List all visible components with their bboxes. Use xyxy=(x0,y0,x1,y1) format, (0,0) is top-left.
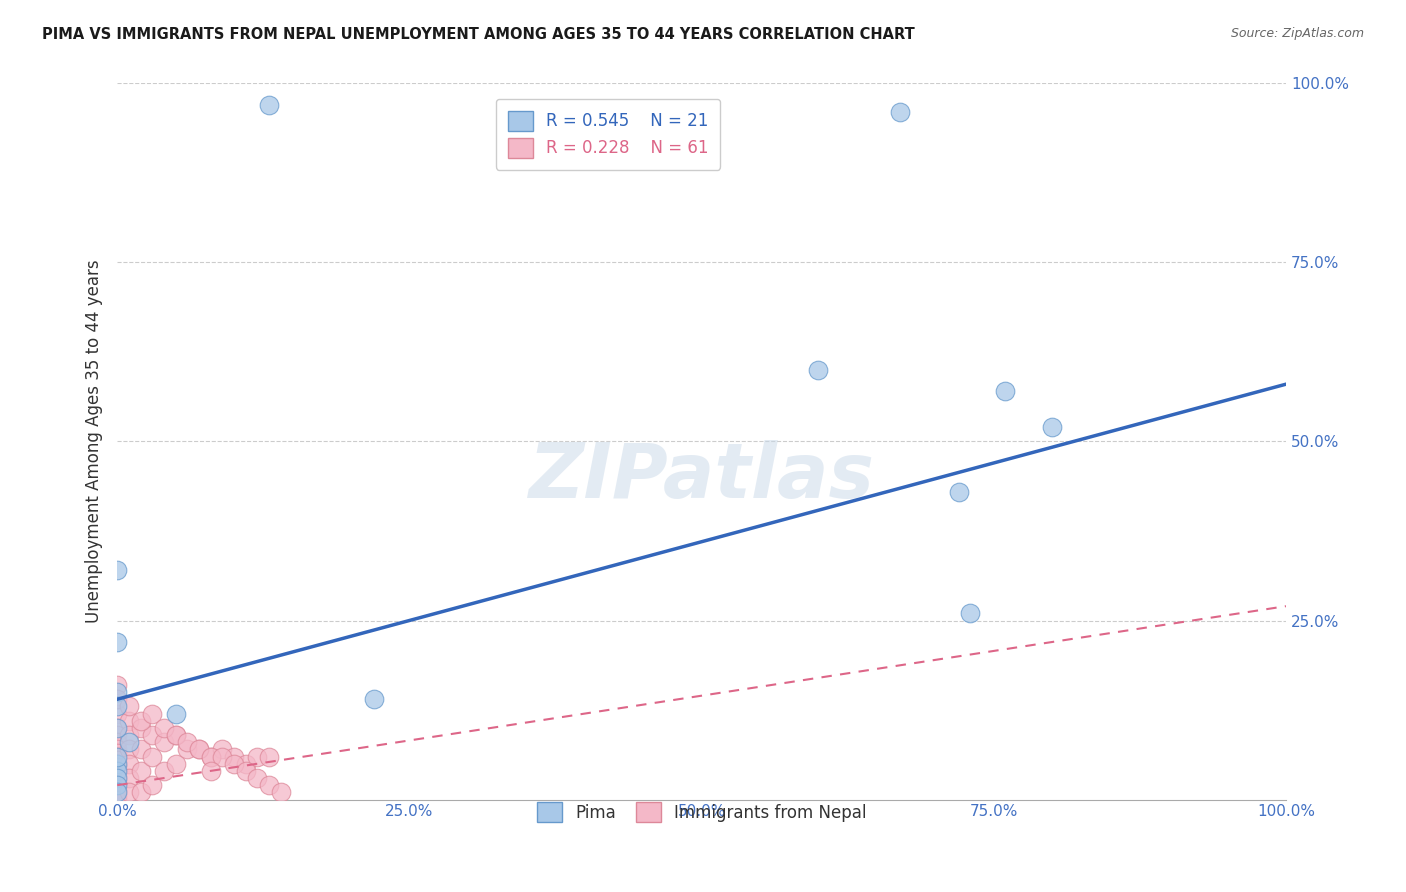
Point xyxy=(222,749,245,764)
Point xyxy=(141,749,163,764)
Point xyxy=(105,728,128,742)
Point xyxy=(105,789,128,803)
Point xyxy=(176,735,198,749)
Point xyxy=(165,728,187,742)
Point xyxy=(105,785,128,799)
Point xyxy=(270,785,292,799)
Point xyxy=(235,764,257,778)
Point xyxy=(257,778,280,792)
Point xyxy=(105,678,128,692)
Point xyxy=(994,384,1017,399)
Point xyxy=(200,764,222,778)
Point xyxy=(118,699,141,714)
Point xyxy=(105,771,128,785)
Point xyxy=(105,692,128,706)
Point xyxy=(105,771,128,785)
Point xyxy=(141,778,163,792)
Point xyxy=(105,767,128,781)
Point xyxy=(889,105,911,120)
Text: ZIPatlas: ZIPatlas xyxy=(529,441,875,515)
Point xyxy=(105,778,128,792)
Point xyxy=(176,742,198,756)
Point xyxy=(105,749,128,764)
Point xyxy=(807,363,830,377)
Point xyxy=(105,746,128,760)
Point xyxy=(959,607,981,621)
Point xyxy=(118,771,141,785)
Text: PIMA VS IMMIGRANTS FROM NEPAL UNEMPLOYMENT AMONG AGES 35 TO 44 YEARS CORRELATION: PIMA VS IMMIGRANTS FROM NEPAL UNEMPLOYME… xyxy=(42,27,915,42)
Point xyxy=(129,742,152,756)
Point xyxy=(1040,420,1063,434)
Point xyxy=(246,749,269,764)
Point xyxy=(257,749,280,764)
Point xyxy=(105,764,128,778)
Point xyxy=(105,785,128,799)
Text: Source: ZipAtlas.com: Source: ZipAtlas.com xyxy=(1230,27,1364,40)
Point xyxy=(188,742,211,756)
Legend: Pima, Immigrants from Nepal: Pima, Immigrants from Nepal xyxy=(524,790,879,834)
Point xyxy=(235,756,257,771)
Point xyxy=(105,749,128,764)
Point xyxy=(153,721,176,735)
Point xyxy=(105,635,128,649)
Y-axis label: Unemployment Among Ages 35 to 44 years: Unemployment Among Ages 35 to 44 years xyxy=(86,260,103,624)
Point xyxy=(105,760,128,774)
Point xyxy=(105,721,128,735)
Point xyxy=(222,756,245,771)
Point xyxy=(129,764,152,778)
Point xyxy=(188,742,211,756)
Point xyxy=(118,714,141,728)
Point xyxy=(105,781,128,796)
Point xyxy=(105,774,128,789)
Point xyxy=(129,721,152,735)
Point xyxy=(246,771,269,785)
Point xyxy=(105,756,128,771)
Point xyxy=(141,728,163,742)
Point xyxy=(105,753,128,767)
Point xyxy=(165,728,187,742)
Point xyxy=(165,706,187,721)
Point xyxy=(105,563,128,577)
Point xyxy=(165,756,187,771)
Point xyxy=(105,721,128,735)
Point xyxy=(105,685,128,699)
Point xyxy=(118,742,141,756)
Point xyxy=(257,98,280,112)
Point xyxy=(118,785,141,799)
Point xyxy=(129,785,152,799)
Point xyxy=(129,714,152,728)
Point xyxy=(118,735,141,749)
Point xyxy=(948,484,970,499)
Point xyxy=(211,749,233,764)
Point xyxy=(105,778,128,792)
Point xyxy=(153,764,176,778)
Point xyxy=(153,735,176,749)
Point xyxy=(105,735,128,749)
Point xyxy=(105,756,128,771)
Point xyxy=(141,706,163,721)
Point xyxy=(118,756,141,771)
Point xyxy=(105,764,128,778)
Point xyxy=(105,792,128,806)
Point xyxy=(118,728,141,742)
Point xyxy=(200,749,222,764)
Point xyxy=(105,706,128,721)
Point xyxy=(105,699,128,714)
Point xyxy=(200,749,222,764)
Point xyxy=(211,742,233,756)
Point xyxy=(105,742,128,756)
Point xyxy=(363,692,385,706)
